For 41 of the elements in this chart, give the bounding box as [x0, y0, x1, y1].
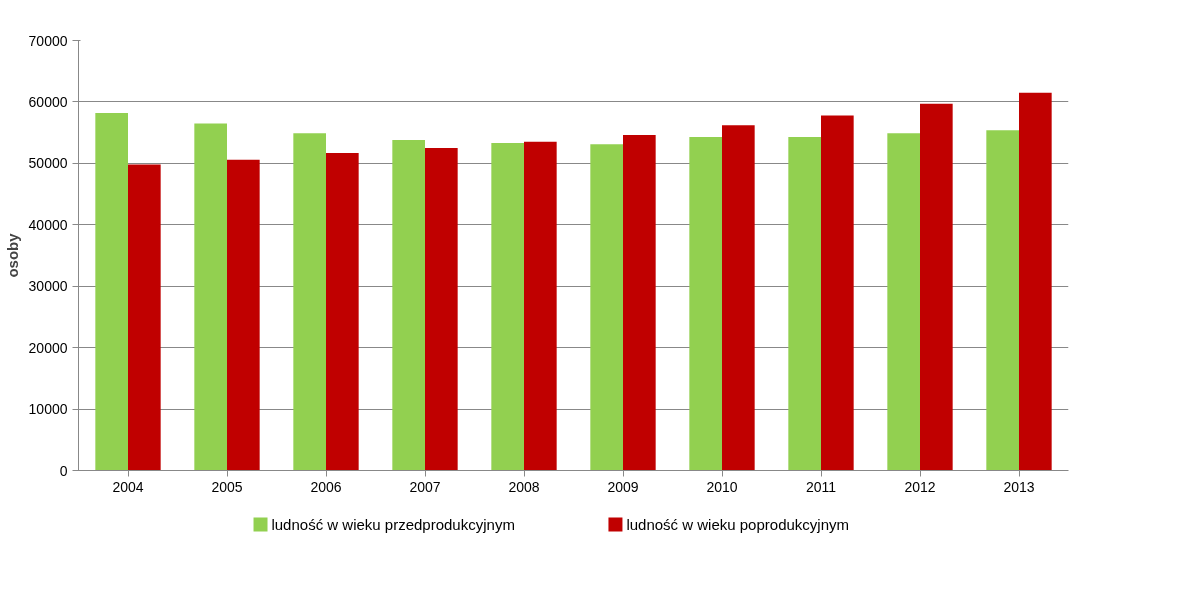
- bar: [326, 152, 359, 471]
- bar: [425, 148, 458, 471]
- bar: [689, 136, 722, 471]
- y-tick-label: 70000: [28, 32, 68, 49]
- bar: [95, 112, 128, 471]
- legend-label: ludność w wieku przedprodukcyjnym: [271, 516, 515, 533]
- bar: [590, 144, 623, 471]
- bar: [1019, 92, 1052, 471]
- bar: [128, 164, 161, 471]
- x-tick-label: 2011: [805, 478, 837, 495]
- x-tick-label: 2004: [112, 478, 144, 495]
- bar: [788, 136, 821, 471]
- bar: [293, 133, 326, 471]
- y-tick-label: 30000: [28, 278, 68, 295]
- x-tick-label: 2008: [508, 478, 540, 495]
- bar: [722, 125, 755, 471]
- x-tick-label: 2007: [409, 478, 441, 495]
- legend-label: ludność w wieku poprodukcyjnym: [626, 516, 849, 533]
- bar: [524, 141, 557, 471]
- bar: [623, 135, 656, 471]
- x-tick-label: 2005: [211, 478, 243, 495]
- bar: [821, 115, 854, 471]
- y-tick-label: 10000: [28, 401, 68, 418]
- x-tick-label: 2012: [904, 478, 936, 495]
- x-tick-label: 2010: [706, 478, 738, 495]
- y-tick-label: 60000: [28, 93, 68, 110]
- bar: [887, 133, 920, 471]
- bar: [920, 103, 953, 471]
- bar: [194, 123, 227, 471]
- bar: [227, 159, 260, 471]
- bar: [986, 130, 1019, 471]
- x-tick-label: 2006: [310, 478, 342, 495]
- y-tick-label: 20000: [28, 339, 68, 356]
- x-tick-label: 2009: [607, 478, 639, 495]
- x-tick-label: 2013: [1003, 478, 1035, 495]
- y-tick-label: 0: [59, 462, 68, 479]
- bar: [392, 140, 425, 471]
- y-axis-title: osoby: [3, 232, 21, 278]
- bar: [491, 143, 524, 471]
- y-tick-label: 50000: [28, 155, 68, 172]
- y-tick-label: 40000: [28, 216, 68, 233]
